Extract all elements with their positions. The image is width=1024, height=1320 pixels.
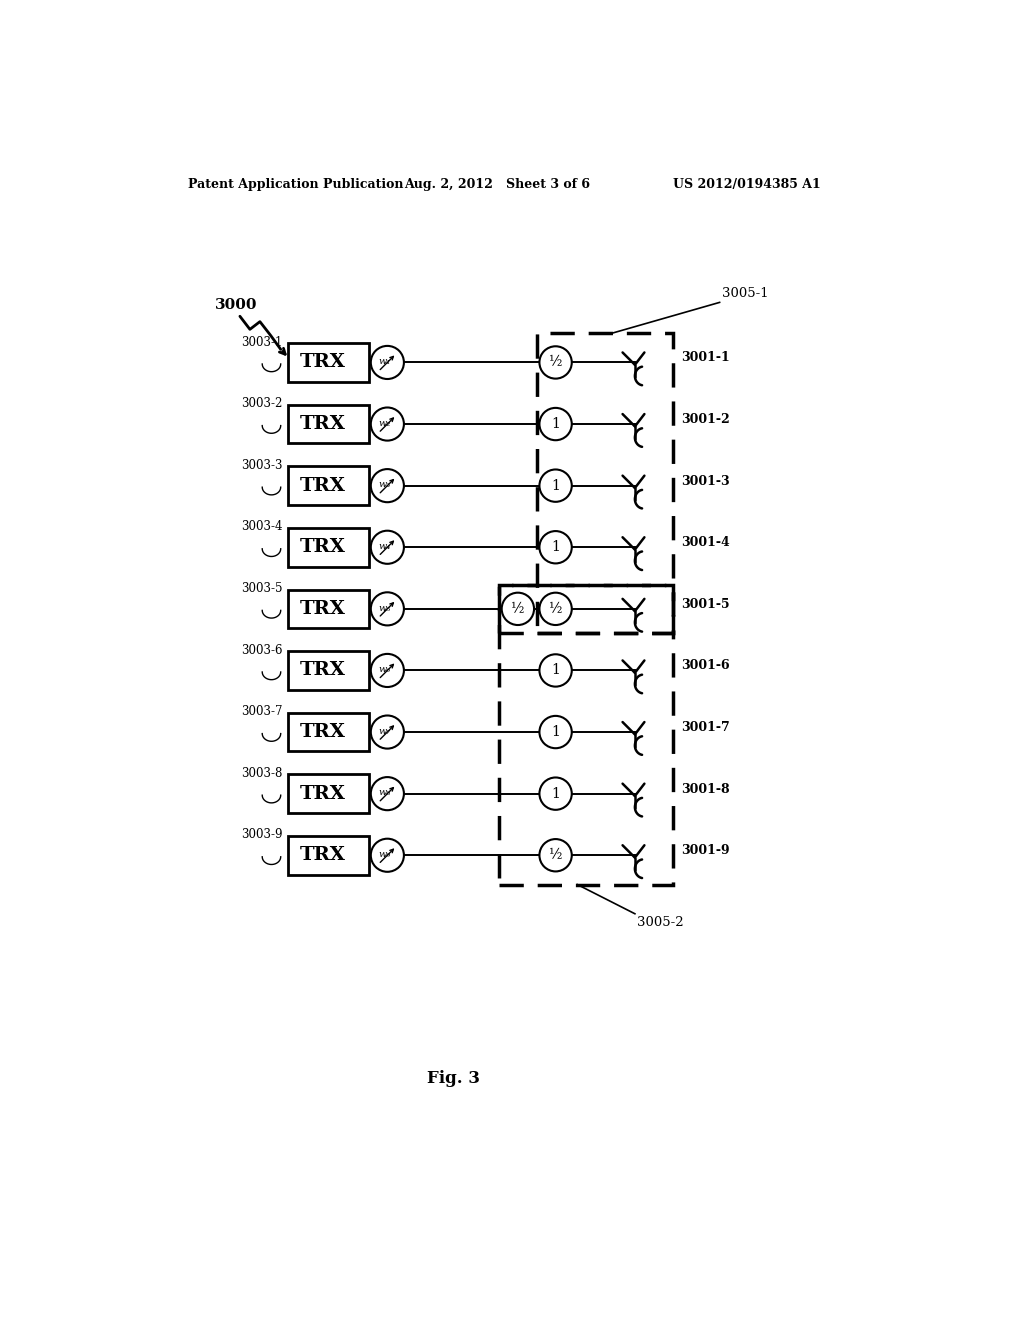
Text: 3003-4: 3003-4 <box>241 520 283 533</box>
Text: 3003-5: 3003-5 <box>241 582 283 595</box>
Circle shape <box>540 531 571 564</box>
Text: 3001-7: 3001-7 <box>681 721 730 734</box>
Circle shape <box>371 593 403 626</box>
Text: TRX: TRX <box>299 784 345 803</box>
FancyBboxPatch shape <box>289 405 370 444</box>
Text: 3001-2: 3001-2 <box>681 413 730 426</box>
Circle shape <box>371 653 403 686</box>
Circle shape <box>540 408 571 441</box>
Text: Fig. 3: Fig. 3 <box>427 1071 480 1088</box>
Text: w₉: w₉ <box>379 850 391 859</box>
Text: 1: 1 <box>551 540 560 554</box>
Text: 3003-8: 3003-8 <box>241 767 283 780</box>
Circle shape <box>371 838 403 871</box>
Text: 1: 1 <box>551 417 560 432</box>
Text: 1: 1 <box>551 725 560 739</box>
Text: w₃: w₃ <box>379 480 391 490</box>
Circle shape <box>540 840 571 871</box>
Text: TRX: TRX <box>299 599 345 618</box>
Text: 3003-9: 3003-9 <box>241 829 283 841</box>
FancyBboxPatch shape <box>289 466 370 506</box>
Text: TRX: TRX <box>299 539 345 556</box>
Text: w₄: w₄ <box>379 543 391 550</box>
Text: 3001-3: 3001-3 <box>681 474 730 487</box>
Text: 1: 1 <box>551 787 560 801</box>
Text: TRX: TRX <box>299 723 345 741</box>
Text: US 2012/0194385 A1: US 2012/0194385 A1 <box>674 178 821 190</box>
Text: w₇: w₇ <box>379 727 391 735</box>
Text: 3005-1: 3005-1 <box>722 286 769 300</box>
Circle shape <box>371 715 403 748</box>
Text: w₅: w₅ <box>379 603 391 612</box>
Circle shape <box>502 593 535 626</box>
Text: Patent Application Publication: Patent Application Publication <box>188 178 403 190</box>
Text: TRX: TRX <box>299 414 345 433</box>
Text: 1: 1 <box>551 664 560 677</box>
Text: TRX: TRX <box>299 354 345 371</box>
Text: 3001-9: 3001-9 <box>681 843 730 857</box>
Text: ½: ½ <box>511 602 524 616</box>
Text: 3003-2: 3003-2 <box>241 397 283 411</box>
Circle shape <box>540 593 571 626</box>
Text: w₈: w₈ <box>379 788 391 797</box>
Circle shape <box>371 777 403 810</box>
Circle shape <box>540 346 571 379</box>
Text: 3003-6: 3003-6 <box>241 644 283 656</box>
FancyBboxPatch shape <box>289 651 370 689</box>
Circle shape <box>540 777 571 810</box>
Circle shape <box>371 408 403 441</box>
FancyBboxPatch shape <box>289 713 370 751</box>
Circle shape <box>371 346 403 379</box>
Circle shape <box>371 531 403 564</box>
Text: 3005-2: 3005-2 <box>637 916 684 929</box>
Text: ½: ½ <box>549 849 562 862</box>
Text: w₂: w₂ <box>379 418 391 428</box>
FancyBboxPatch shape <box>289 775 370 813</box>
Text: TRX: TRX <box>299 846 345 865</box>
Text: TRX: TRX <box>299 477 345 495</box>
Text: TRX: TRX <box>299 661 345 680</box>
Text: ½: ½ <box>549 602 562 616</box>
Circle shape <box>371 469 403 502</box>
FancyBboxPatch shape <box>289 590 370 628</box>
Text: w₁: w₁ <box>379 358 391 366</box>
Text: 3001-6: 3001-6 <box>681 659 730 672</box>
Text: Aug. 2, 2012   Sheet 3 of 6: Aug. 2, 2012 Sheet 3 of 6 <box>403 178 590 190</box>
FancyBboxPatch shape <box>289 528 370 566</box>
Text: 3003-1: 3003-1 <box>241 335 283 348</box>
Text: w₆: w₆ <box>379 665 391 675</box>
Text: 3001-1: 3001-1 <box>681 351 730 364</box>
Text: 1: 1 <box>551 479 560 492</box>
FancyBboxPatch shape <box>289 836 370 875</box>
Text: 3001-8: 3001-8 <box>681 783 730 796</box>
Circle shape <box>540 470 571 502</box>
Text: 3001-4: 3001-4 <box>681 536 730 549</box>
Circle shape <box>540 715 571 748</box>
FancyBboxPatch shape <box>289 343 370 381</box>
Text: 3003-3: 3003-3 <box>241 459 283 471</box>
Text: 3001-5: 3001-5 <box>681 598 730 611</box>
Text: ½: ½ <box>549 355 562 370</box>
Text: 3000: 3000 <box>215 298 258 312</box>
Text: 3003-7: 3003-7 <box>241 705 283 718</box>
Circle shape <box>540 655 571 686</box>
